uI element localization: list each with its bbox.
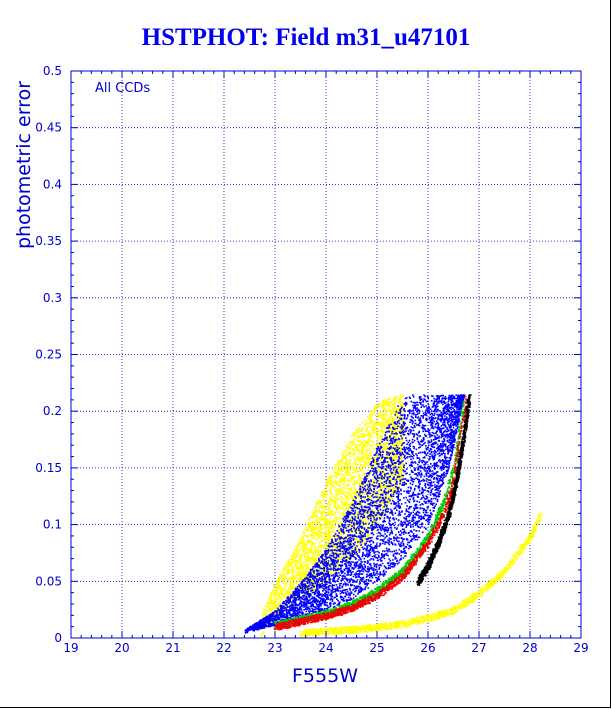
x-tick-label: 23: [267, 641, 282, 655]
y-tick-label: 0.35: [35, 234, 62, 248]
axis-ticks: [70, 70, 582, 639]
y-tick-label: 0.1: [43, 518, 62, 532]
y-tick-label: 0.3: [43, 291, 62, 305]
points-yellow-0: [260, 394, 405, 637]
x-tick-label: 21: [165, 641, 180, 655]
x-tick-label: 28: [522, 641, 537, 655]
y-tick-label: 0.2: [43, 404, 62, 418]
y-tick-label: 0.45: [35, 121, 62, 135]
x-tick-label: 25: [369, 641, 384, 655]
y-axis-title: photometric error: [13, 81, 35, 249]
y-tick-label: 0.05: [35, 574, 62, 588]
x-tick-label: 27: [471, 641, 486, 655]
y-tick-label: 0.25: [35, 348, 62, 362]
scatter-points: [244, 394, 543, 638]
x-tick-label: 20: [114, 641, 129, 655]
y-tick-label: 0.4: [43, 177, 62, 191]
x-axis-title: F555W: [292, 665, 358, 687]
y-tick-label: 0.15: [35, 461, 62, 475]
y-tick-label: 0: [54, 631, 62, 645]
series-blue: [244, 394, 466, 634]
y-tick-label: 0.5: [43, 64, 62, 78]
annotation-all-ccds: All CCDs: [95, 81, 150, 96]
x-tick-labels: 19 20 21 22 23 24 25 26 27 28 29: [63, 641, 588, 655]
x-tick-label: 24: [318, 641, 333, 655]
x-tick-label: 29: [573, 641, 588, 655]
x-tick-label: 22: [216, 641, 231, 655]
y-tick-labels: 0 0.05 0.1 0.15 0.2 0.25 0.3 0.35 0.4 0.45 0.5: [35, 64, 62, 645]
x-tick-label: 19: [63, 641, 78, 655]
points-blue-1: [244, 394, 466, 634]
chart-title: HSTPHOT: Field m31_u47101: [141, 24, 471, 51]
series-yellow: [260, 394, 405, 637]
x-tick-label: 26: [420, 641, 435, 655]
